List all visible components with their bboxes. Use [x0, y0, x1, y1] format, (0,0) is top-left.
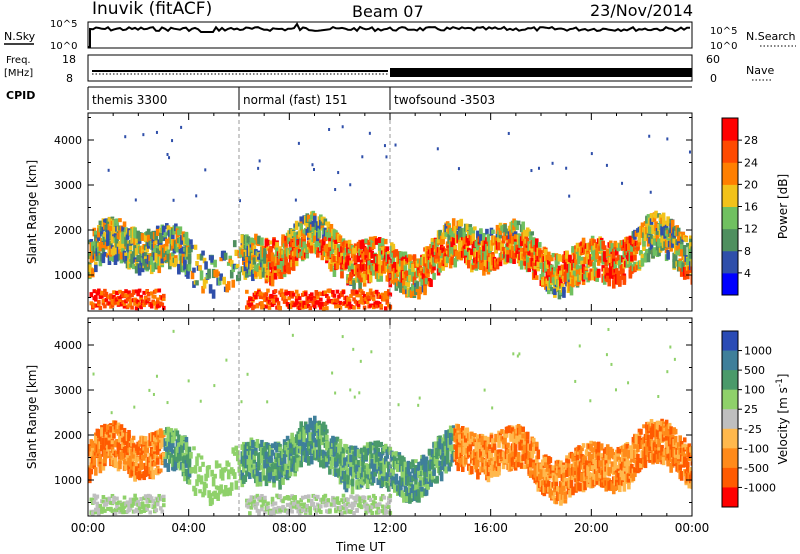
cpid-segment-label: twofsound -3503 — [394, 93, 495, 107]
freq-tick-top: 18 — [62, 53, 76, 66]
colorbar-swatch — [722, 140, 738, 163]
colorbar-tick-label: 28 — [744, 134, 758, 147]
y-tick-label: 2000 — [54, 429, 82, 442]
cpid-row: CPID themis 3300 normal (fast) 151 twofsou… — [6, 86, 692, 110]
power-colorbar: 4 8 12 16 20 24 28 Power [dB] — [721, 117, 790, 296]
colorbar-tick-label: 12 — [744, 223, 758, 236]
colorbar-swatch — [722, 409, 738, 430]
colorbar-title: Power [dB] — [776, 174, 790, 239]
freq-label: Freq. — [6, 55, 31, 66]
freq-panel: Freq. [MHz] 18 8 60 0 Nave — [4, 53, 774, 85]
cpid-segment-label: themis 3300 — [92, 93, 167, 107]
y-tick-label: 1000 — [54, 474, 82, 487]
y-tick-label: 2000 — [54, 224, 82, 237]
x-tick-label: 04:00 — [171, 521, 206, 535]
colorbar-tick-label: 16 — [744, 201, 758, 214]
beam-title: Beam 07 — [352, 2, 424, 21]
colorbar-tick-label: 20 — [744, 178, 758, 191]
colorbar-tick-label: -25 — [744, 423, 762, 436]
date-title: 23/Nov/2014 — [590, 1, 693, 20]
colorbar-tick-label: 24 — [744, 156, 758, 169]
data-cloud — [88, 125, 692, 311]
colorbar-swatch — [722, 428, 738, 449]
nsearch-label: N.Search — [746, 30, 796, 43]
nsky-tick-top: 10^5 — [50, 19, 77, 30]
colorbar-swatch — [722, 272, 738, 296]
nsky-tick-bottom: 10^0 — [50, 41, 77, 52]
colorbar-swatch — [722, 389, 738, 410]
twofsound-block — [390, 68, 692, 77]
colorbar-swatch — [722, 184, 738, 207]
freq-tick-bottom: 8 — [66, 72, 73, 85]
colorbar-tick-label: 100 — [744, 384, 765, 397]
y-tick-label: 3000 — [54, 384, 82, 397]
colorbar-title: Velocity [m s-1] — [775, 374, 790, 465]
x-tick-label: 08:00 — [272, 521, 307, 535]
nsky-panel: N.Sky 10^5 10^0 10^5 10^0 N.Search — [4, 19, 796, 52]
x-tick-label: 16:00 — [473, 521, 508, 535]
cpid-label: CPID — [6, 89, 35, 102]
colorbar-swatch — [722, 487, 738, 508]
y-tick-label: 4000 — [54, 134, 82, 147]
colorbar-swatch — [722, 206, 738, 230]
nsky-label: N.Sky — [4, 30, 36, 43]
freq-unit: [MHz] — [4, 68, 33, 79]
colorbar-tick-label: -1000 — [744, 481, 776, 494]
y-axis-title: Slant Range [km] — [25, 160, 39, 264]
colorbar-swatch — [722, 162, 738, 185]
power-panel: 1000 2000 3000 4000 Slant Range [km] — [25, 112, 693, 312]
nsearch-tick-top: 10^5 — [710, 26, 737, 37]
colorbar-swatch — [722, 250, 738, 274]
colorbar-tick-label: 25 — [744, 403, 758, 416]
data-cloud — [88, 327, 692, 516]
colorbar-swatch — [722, 448, 738, 469]
station-title: Inuvik (fitACF) — [92, 0, 212, 19]
colorbar-tick-label: 8 — [744, 245, 751, 258]
colorbar-tick-label: 500 — [744, 364, 765, 377]
y-tick-label: 1000 — [54, 269, 82, 282]
nsky-trace — [88, 22, 691, 48]
x-tick-label: 20:00 — [574, 521, 609, 535]
x-axis-title: Time UT — [335, 540, 386, 554]
colorbar-tick-label: 1000 — [744, 345, 772, 358]
nave-tick-bottom: 0 — [710, 72, 717, 85]
colorbar-swatch — [722, 370, 738, 391]
cpid-segment-label: normal (fast) 151 — [243, 93, 347, 107]
y-tick-label: 4000 — [54, 339, 82, 352]
colorbar-swatch — [722, 350, 738, 371]
velocity-panel: 1000 2000 3000 4000 Slant Range [km] 00:00 04:… — [25, 317, 710, 535]
x-tick-label: 12:00 — [373, 521, 408, 535]
y-axis-title: Slant Range [km] — [25, 365, 39, 469]
colorbar-swatch — [722, 228, 738, 252]
x-tick-label: 00:00 — [675, 521, 710, 535]
velocity-colorbar: 1000 500 100 25 -25 -100 -500 -1000 Velocity [m … — [721, 330, 790, 508]
x-tick-label: 00:00 — [71, 521, 106, 535]
colorbar-tick-label: -100 — [744, 442, 769, 455]
nave-label: Nave — [746, 64, 774, 77]
y-tick-label: 3000 — [54, 179, 82, 192]
nsearch-tick-bottom: 10^0 — [710, 41, 737, 52]
colorbar-swatch — [722, 118, 738, 141]
colorbar-swatch — [722, 331, 738, 352]
colorbar-tick-label: -500 — [744, 462, 769, 475]
nave-tick-top: 60 — [706, 53, 720, 66]
colorbar-swatch — [722, 467, 738, 488]
colorbar-tick-label: 4 — [744, 267, 751, 280]
